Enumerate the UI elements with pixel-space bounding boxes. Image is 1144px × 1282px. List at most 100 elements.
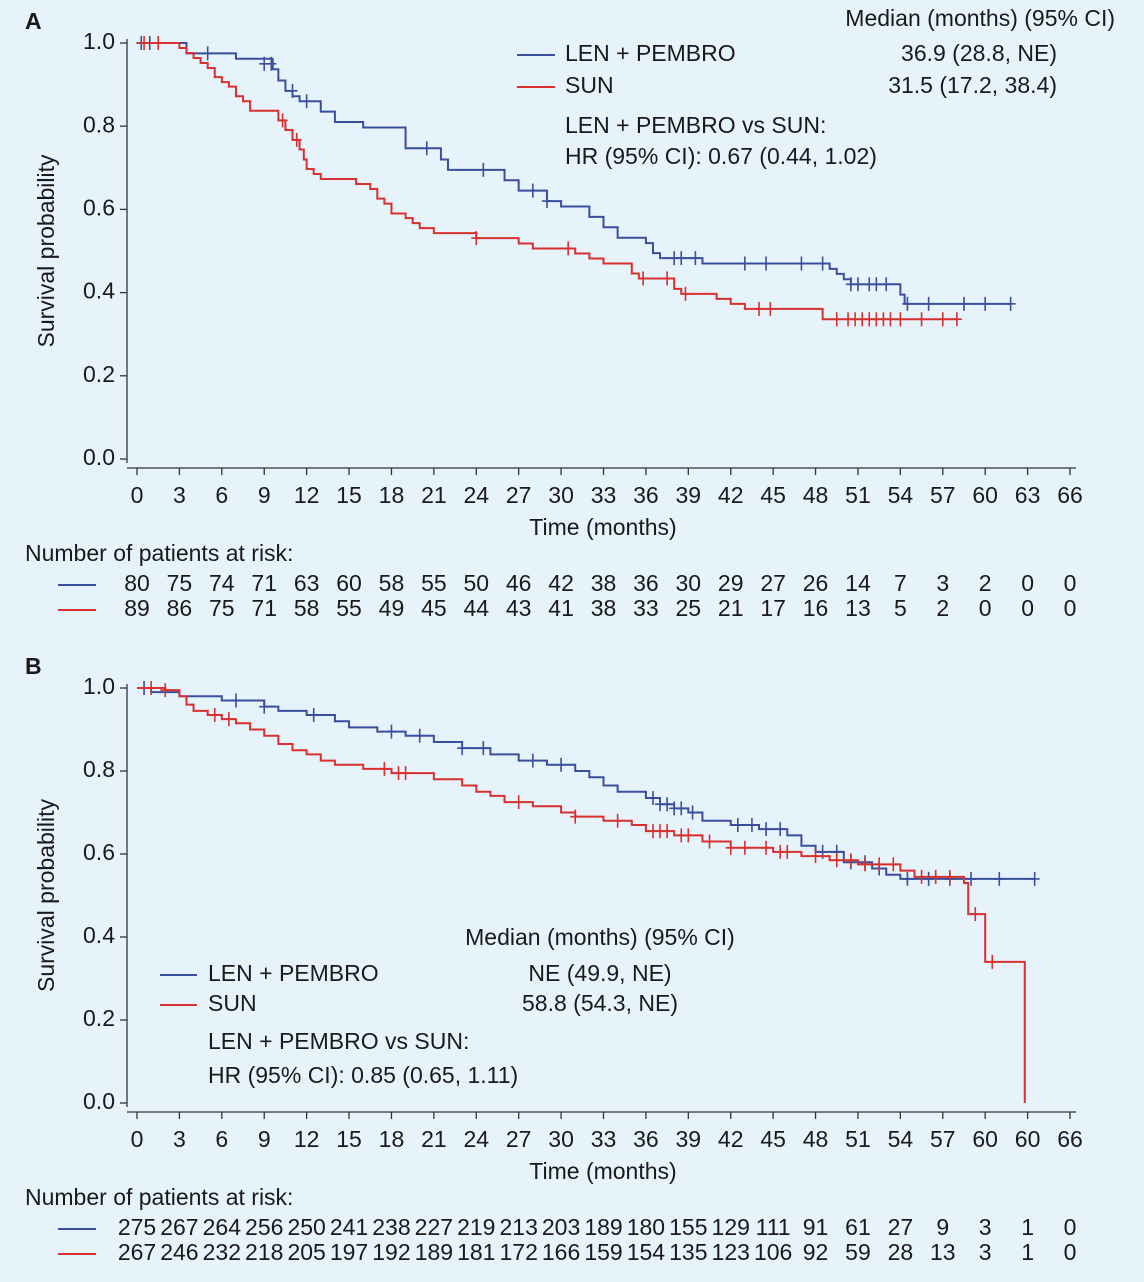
censor-mark	[916, 869, 927, 884]
censor-mark	[845, 853, 856, 868]
at-risk-count: 256	[245, 1214, 283, 1240]
at-risk-count: 75	[209, 595, 235, 621]
at-risk-count: 2	[936, 595, 949, 621]
x-axis-label: Time (months)	[529, 514, 676, 540]
y-tick-label: 0.6	[83, 839, 115, 865]
at-risk-count: 159	[584, 1239, 622, 1265]
censor-mark	[951, 312, 962, 327]
at-risk-count: 71	[251, 570, 277, 596]
at-risk-count: 27	[888, 1214, 914, 1240]
at-risk-count: 30	[676, 570, 702, 596]
at-risk-count: 55	[336, 595, 362, 621]
censor-mark	[923, 296, 934, 311]
at-risk-count: 50	[463, 570, 489, 596]
censor-mark	[881, 277, 892, 292]
censor-mark	[513, 795, 524, 810]
censor-mark	[478, 741, 489, 756]
y-tick-label: 0.2	[83, 1005, 115, 1031]
at-risk-count: 180	[627, 1214, 665, 1240]
censor-mark	[923, 871, 934, 886]
x-tick-label: 0	[131, 1126, 144, 1152]
x-tick-label: 36	[633, 1126, 659, 1152]
x-tick-label: 45	[760, 482, 786, 508]
censor-mark	[612, 813, 623, 828]
censor-mark	[874, 857, 885, 872]
x-tick-label: 63	[1015, 482, 1041, 508]
censor-mark	[683, 828, 694, 843]
at-risk-count: 63	[294, 570, 320, 596]
survival-curve	[137, 687, 1035, 880]
at-risk-count: 154	[627, 1239, 666, 1265]
at-risk-count: 3	[979, 1239, 992, 1265]
censor-mark	[676, 251, 687, 266]
censor-mark	[153, 36, 164, 50]
x-tick-label: 21	[421, 482, 447, 508]
censor-mark	[902, 296, 913, 311]
at-risk-count: 1	[1021, 1214, 1034, 1240]
censor-mark	[400, 766, 411, 781]
at-risk-count: 135	[669, 1239, 707, 1265]
x-tick-label: 18	[379, 482, 405, 508]
censor-mark	[209, 707, 220, 722]
censor-mark	[860, 857, 871, 872]
legend-median: 36.9 (28.8, NE)	[901, 40, 1057, 66]
x-tick-label: 27	[506, 1126, 532, 1152]
at-risk-count: 7	[894, 570, 907, 596]
censor-mark	[662, 271, 673, 286]
censor-mark	[1005, 296, 1016, 311]
legend-label: SUN	[208, 990, 257, 1016]
x-tick-label: 54	[888, 1126, 914, 1152]
censor-mark	[775, 822, 786, 837]
x-tick-label: 3	[173, 482, 186, 508]
at-risk-count: 89	[124, 595, 150, 621]
at-risk-count: 203	[542, 1214, 580, 1240]
at-risk-count: 218	[245, 1239, 283, 1265]
legend-median: 31.5 (17.2, 38.4)	[888, 72, 1057, 98]
censor-mark	[761, 840, 772, 855]
x-tick-label: 15	[336, 1126, 362, 1152]
at-risk-count: 46	[506, 570, 532, 596]
at-risk-count: 264	[203, 1214, 242, 1240]
x-tick-label: 0	[131, 482, 144, 508]
at-risk-count: 29	[718, 570, 744, 596]
at-risk-count: 9	[936, 1214, 949, 1240]
x-tick-label: 45	[760, 1126, 786, 1152]
x-axis-label: Time (months)	[529, 1158, 676, 1184]
at-risk-count: 246	[160, 1239, 198, 1265]
at-risk-count: 49	[379, 595, 405, 621]
censor-mark	[414, 728, 425, 743]
at-risk-count: 16	[803, 595, 829, 621]
at-risk-count: 205	[287, 1239, 325, 1265]
censor-mark	[457, 741, 468, 756]
legend-median: NE (49.9, NE)	[528, 960, 671, 986]
censor-mark	[958, 296, 969, 311]
censor-mark	[527, 753, 538, 768]
at-risk-count: 27	[760, 570, 786, 596]
censor-mark	[930, 869, 941, 884]
censor-mark	[782, 844, 793, 859]
censor-mark	[680, 286, 691, 301]
x-tick-label: 51	[845, 1126, 871, 1152]
censor-mark	[987, 954, 998, 969]
x-tick-label: 54	[888, 482, 914, 508]
y-tick-label: 0.8	[83, 111, 115, 137]
censor-mark	[746, 817, 757, 832]
at-risk-count: 71	[251, 595, 277, 621]
x-tick-label: 3	[173, 1126, 186, 1152]
at-risk-count: 0	[1021, 595, 1034, 621]
censor-mark	[259, 699, 270, 714]
x-tick-label: 12	[294, 482, 320, 508]
y-tick-label: 0.0	[83, 1088, 115, 1114]
at-risk-count: 166	[542, 1239, 580, 1265]
x-tick-label: 48	[803, 482, 829, 508]
x-tick-label: 39	[676, 1126, 702, 1152]
y-tick-label: 0.4	[83, 922, 115, 948]
at-risk-count: 0	[1064, 1214, 1077, 1240]
censor-mark	[471, 231, 482, 246]
at-risk-count: 58	[379, 570, 405, 596]
at-risk-count: 2	[979, 570, 992, 596]
censor-mark	[765, 301, 776, 316]
censor-mark	[739, 840, 750, 855]
x-tick-label: 6	[215, 482, 228, 508]
